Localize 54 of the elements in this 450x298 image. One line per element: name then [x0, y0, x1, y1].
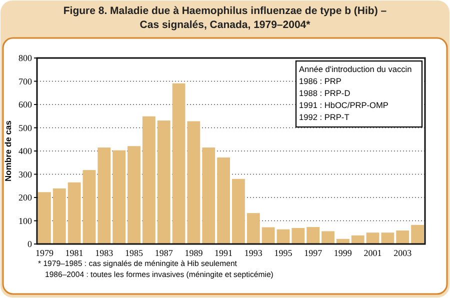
bar — [187, 121, 200, 244]
bar — [157, 120, 170, 244]
y-tick-label: 700 — [18, 76, 32, 86]
annotation: 1992 : PRP-T — [299, 112, 350, 122]
y-tick-label: 100 — [18, 216, 32, 226]
x-tick-label: 1989 — [184, 248, 204, 258]
x-tick-label: 1983 — [95, 248, 114, 258]
y-tick-label: 300 — [18, 169, 32, 180]
x-tick-label: 1997 — [304, 248, 323, 258]
x-tick-label: 1991 — [214, 248, 233, 258]
bar — [306, 227, 320, 244]
annotation: Année d'introduction du vaccin — [299, 64, 412, 74]
x-tick-label: 1981 — [65, 248, 84, 258]
bar — [128, 146, 140, 244]
bar — [381, 232, 394, 244]
bar — [366, 232, 380, 244]
bar — [351, 235, 364, 244]
bar — [262, 227, 275, 244]
bar — [217, 158, 230, 244]
bar — [112, 150, 126, 244]
y-tick-label: 600 — [18, 100, 32, 110]
chart-title: Figure 8. Maladie due à Haemophilus influenzae de type b (Hib) – Cas signalés, Canada, 1979–2004* — [63, 5, 387, 31]
bar — [276, 229, 290, 244]
annotation: 1991 : HbOC/PRP-OMP — [299, 100, 389, 110]
bar — [322, 231, 334, 244]
bar — [172, 83, 186, 244]
annotation: 1988 : PRP-D — [299, 88, 350, 98]
y-tick-label: 800 — [18, 53, 32, 64]
y-tick-label: 400 — [18, 146, 32, 156]
bar — [98, 148, 111, 244]
x-tick-label: 1993 — [244, 248, 263, 258]
bar — [142, 116, 156, 244]
bar — [52, 188, 66, 244]
bar — [202, 148, 216, 244]
x-tick-label: 2003 — [394, 248, 412, 258]
y-tick-label: 200 — [18, 192, 32, 203]
bar — [82, 170, 96, 244]
bar — [292, 228, 305, 244]
x-tick-label: 1987 — [154, 248, 174, 258]
y-tick-label: 0 — [28, 239, 32, 250]
x-tick-label: 1999 — [334, 248, 352, 258]
x-tick-label: 1985 — [125, 248, 144, 258]
x-tick-label: 2001 — [364, 248, 382, 258]
bar — [396, 230, 410, 244]
annotation: 1986 : PRP — [299, 76, 342, 86]
x-tick-label: 1979 — [35, 248, 54, 258]
bar — [246, 213, 260, 244]
bar — [232, 178, 245, 244]
x-tick-label: 1995 — [274, 248, 293, 258]
bar — [411, 224, 424, 244]
bar — [68, 182, 81, 244]
y-tick-label: 500 — [18, 122, 32, 133]
y-axis-title: Nombre de cas — [3, 120, 13, 182]
bar — [38, 192, 51, 244]
